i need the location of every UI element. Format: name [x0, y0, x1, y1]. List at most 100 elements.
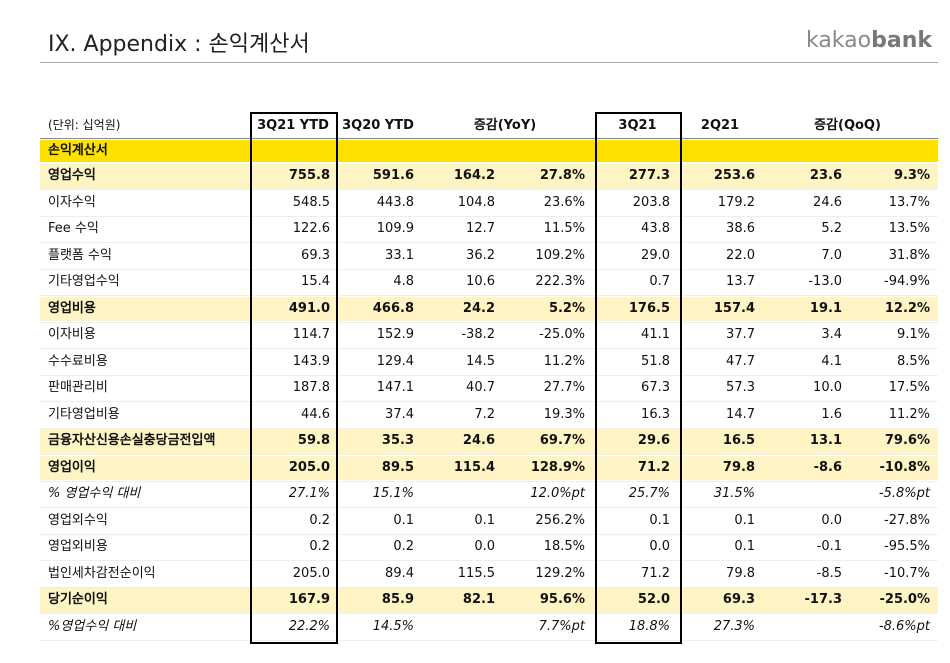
cell-value: 205.0: [288, 459, 330, 475]
cell-value: 82.1: [462, 592, 495, 607]
cell-value: -5.8%pt: [878, 486, 930, 501]
row-rule: [40, 374, 938, 376]
cell-value: 164.2: [453, 168, 495, 183]
row-rule: [40, 401, 938, 402]
divider: [40, 62, 938, 63]
cell-value: 15.1%: [372, 486, 414, 501]
cell-value: -25.0%: [879, 592, 931, 607]
row-label: 기타영업비용: [48, 406, 120, 422]
logo-text: kakao: [805, 28, 872, 53]
cell-value: 203.8: [632, 194, 670, 210]
row-rule: [40, 480, 938, 482]
row-label: 금융자산신용손실충당금전입액: [48, 433, 216, 448]
cell-value: 23.6: [809, 168, 842, 183]
cell-value: 31.8%: [888, 247, 930, 263]
cell-value: 0.1: [649, 512, 670, 528]
row-highlight: [40, 455, 938, 480]
cell-value: 69.3: [301, 247, 330, 263]
cell-value: 253.6: [713, 168, 755, 183]
cell-value: 7.7%pt: [538, 618, 585, 634]
logo: kakaobank: [806, 28, 932, 53]
cell-value: 0.0: [474, 539, 495, 554]
cell-value: 69.3: [722, 592, 755, 607]
cell-value: 167.9: [288, 592, 330, 607]
column-box: [250, 112, 338, 644]
cell-value: 29.0: [641, 247, 670, 263]
cell-value: 51.8: [641, 353, 670, 369]
cell-value: 0.1: [393, 512, 414, 528]
cell-value: 33.1: [385, 247, 414, 263]
cell-value: -0.1: [816, 539, 842, 554]
cell-value: 256.2%: [535, 512, 585, 528]
column-box: [595, 112, 682, 644]
row-label: 영업수익: [48, 168, 96, 183]
cell-value: 57.3: [726, 380, 755, 395]
cell-value: 4.1: [821, 353, 842, 369]
cell-value: 12.0%pt: [530, 486, 585, 501]
cell-value: 3.4: [821, 327, 842, 342]
row-rule: [40, 586, 938, 588]
cell-value: 71.2: [637, 459, 670, 475]
cell-value: -27.8%: [884, 512, 930, 528]
cell-value: 17.5%: [888, 380, 930, 395]
cell-value: -8.5: [816, 565, 842, 581]
cell-value: 59.8: [297, 433, 330, 448]
cell-value: 31.5%: [713, 486, 755, 501]
cell-value: 67.3: [641, 380, 670, 395]
cell-value: 104.8: [457, 194, 495, 210]
row-highlight: [40, 296, 938, 321]
cell-value: -95.5%: [884, 539, 930, 554]
cell-value: 147.1: [376, 380, 414, 395]
cell-value: 4.8: [393, 274, 414, 289]
cell-value: 205.0: [292, 565, 330, 581]
cell-value: 277.3: [628, 168, 670, 183]
cell-value: 9.1%: [896, 327, 930, 342]
column-header: 증감(QoQ): [814, 118, 881, 133]
cell-value: 16.3: [641, 406, 670, 422]
row-rule: [40, 639, 938, 641]
cell-value: 12.2%: [884, 300, 930, 316]
cell-value: 27.1%: [288, 486, 330, 501]
cell-value: -13.0: [808, 274, 842, 289]
cell-value: 548.5: [292, 194, 330, 210]
page-title: IX. Appendix : 손익계산서: [48, 32, 310, 57]
cell-value: 52.0: [637, 592, 670, 607]
cell-value: 0.0: [649, 539, 670, 554]
cell-value: 27.3%: [713, 618, 755, 634]
row-rule: [40, 242, 938, 243]
row-label: 영업비용: [48, 300, 96, 316]
row-label: 법인세차감전순이익: [48, 565, 156, 581]
cell-value: 79.8: [722, 459, 755, 475]
cell-value: 71.2: [641, 565, 670, 581]
cell-value: 27.7%: [543, 380, 585, 395]
cell-value: 44.6: [301, 406, 330, 422]
row-highlight: [40, 588, 938, 613]
row-rule: [40, 507, 938, 508]
cell-value: 1.6: [821, 406, 842, 422]
cell-value: 69.7%: [539, 433, 585, 448]
cell-value: 115.4: [453, 459, 495, 475]
cell-value: 11.2%: [888, 406, 930, 422]
logo-text: bank: [871, 28, 932, 53]
cell-value: -8.6%pt: [878, 618, 930, 634]
row-label: % 영업수익 대비: [48, 486, 141, 501]
cell-value: 0.2: [309, 512, 330, 528]
cell-value: 10.6: [466, 274, 495, 289]
cell-value: 37.7: [726, 327, 755, 342]
cell-value: 24.2: [462, 300, 495, 316]
cell-value: 9.3%: [893, 168, 930, 183]
cell-value: 443.8: [376, 194, 414, 210]
row-rule: [40, 215, 938, 217]
cell-value: 591.6: [372, 168, 414, 183]
cell-value: 128.9%: [530, 459, 585, 475]
row-rule: [40, 189, 938, 190]
cell-value: 7.2: [474, 406, 495, 422]
cell-value: 79.6%: [884, 433, 930, 448]
unit-label: (단위: 십억원): [48, 118, 121, 132]
row-label: 당기순이익: [48, 592, 108, 607]
cell-value: 115.5: [457, 565, 495, 581]
cell-value: 13.5%: [888, 221, 930, 236]
row-label: 판매관리비: [48, 380, 108, 395]
cell-value: 129.4: [376, 353, 414, 369]
